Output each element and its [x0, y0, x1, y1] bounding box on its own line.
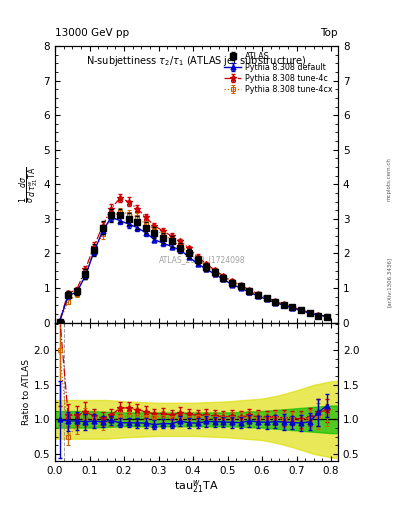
X-axis label: tau$^{w}_{21}$TA: tau$^{w}_{21}$TA	[174, 478, 219, 496]
Legend: ATLAS, Pythia 8.308 default, Pythia 8.308 tune-4c, Pythia 8.308 tune-4cx: ATLAS, Pythia 8.308 default, Pythia 8.30…	[222, 50, 334, 95]
Text: N-subjettiness $\tau_2/\tau_1$ (ATLAS jet substructure): N-subjettiness $\tau_2/\tau_1$ (ATLAS je…	[86, 54, 307, 69]
Y-axis label: Ratio to ATLAS: Ratio to ATLAS	[22, 359, 31, 424]
Text: mcplots.cern.ch: mcplots.cern.ch	[387, 157, 391, 201]
Text: Top: Top	[320, 28, 338, 38]
Text: ATLAS_2019_I1724098: ATLAS_2019_I1724098	[159, 255, 246, 264]
Text: [arXiv:1306.3436]: [arXiv:1306.3436]	[387, 257, 391, 307]
Y-axis label: $\frac{1}{\sigma}\frac{d\sigma}{d\,\tau^{w}_{21}\mathrm{TA}}$: $\frac{1}{\sigma}\frac{d\sigma}{d\,\tau^…	[17, 166, 41, 203]
Text: 13000 GeV pp: 13000 GeV pp	[55, 28, 129, 38]
